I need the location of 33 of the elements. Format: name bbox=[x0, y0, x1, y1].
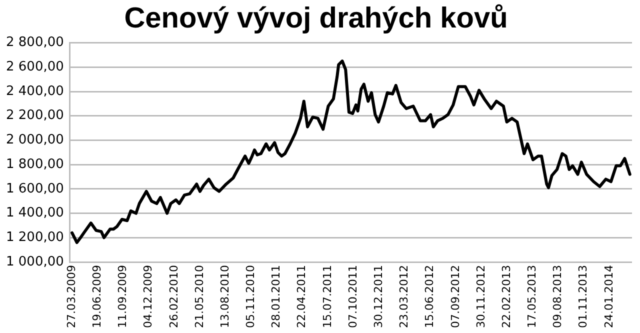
y-tick-label: 1 200,00 bbox=[6, 230, 64, 246]
x-tick-label: 07.10.2011 bbox=[346, 265, 360, 328]
x-tick-label: 04.12.2009 bbox=[142, 265, 155, 328]
x-tick-label: 24.01.2014 bbox=[602, 265, 616, 328]
y-tick-label: 2 000,00 bbox=[6, 132, 64, 148]
y-tick-label: 1 600,00 bbox=[6, 181, 64, 196]
y-tick-label: 1 400,00 bbox=[6, 206, 64, 221]
x-tick-label: 30.12.2011 bbox=[372, 265, 385, 328]
x-tick-label: 26.02.2010 bbox=[167, 265, 180, 328]
x-tick-label: 17.05.2013 bbox=[526, 265, 539, 328]
y-tick-label: 2 800,00 bbox=[6, 35, 64, 50]
x-tick-label: 30.11.2012 bbox=[474, 265, 488, 328]
x-tick-label: 11.09.2009 bbox=[116, 265, 130, 328]
x-tick-label: 27.03.2009 bbox=[64, 265, 78, 328]
x-tick-label: 19.06.2009 bbox=[90, 265, 104, 328]
y-tick-label: 2 600,00 bbox=[6, 60, 64, 75]
x-tick-label: 15.06.2012 bbox=[423, 265, 436, 328]
x-tick-label: 22.02.2013 bbox=[500, 265, 513, 328]
y-tick-label: 1 000,00 bbox=[6, 254, 64, 270]
y-tick-label: 2 400,00 bbox=[6, 84, 64, 99]
x-tick-label: 15.07.2011 bbox=[320, 265, 334, 328]
chart-title: Cenový vývoj drahých kovů bbox=[124, 2, 508, 34]
x-tick-label: 22.04.2011 bbox=[295, 265, 308, 328]
y-tick-label: 1 800,00 bbox=[6, 156, 64, 172]
x-tick-label: 28.01.2011 bbox=[270, 265, 283, 328]
x-tick-label: 21.05.2010 bbox=[192, 265, 206, 328]
x-tick-label: 09.08.2013 bbox=[551, 265, 564, 328]
x-tick-label: 23.03.2012 bbox=[398, 265, 411, 328]
x-tick-label: 07.09.2012 bbox=[448, 265, 462, 328]
y-tick-label: 2 200,00 bbox=[6, 108, 64, 124]
x-tick-label: 05.11.2010 bbox=[244, 265, 258, 328]
x-tick-label: 13.08.2010 bbox=[218, 265, 232, 328]
x-tick-label: 01.11.2013 bbox=[576, 265, 590, 328]
